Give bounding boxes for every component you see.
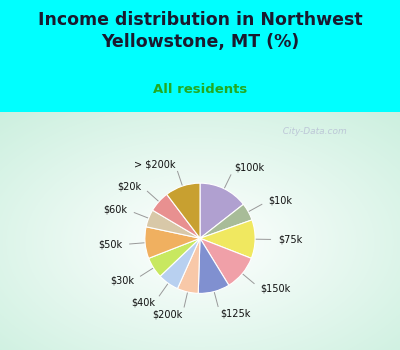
Wedge shape — [160, 238, 200, 289]
Text: City-Data.com: City-Data.com — [277, 127, 347, 135]
Text: > $200k: > $200k — [134, 159, 175, 169]
Text: $40k: $40k — [131, 297, 155, 307]
Wedge shape — [146, 210, 200, 238]
Text: $20k: $20k — [118, 181, 142, 191]
Text: Income distribution in Northwest
Yellowstone, MT (%): Income distribution in Northwest Yellows… — [38, 11, 362, 51]
Wedge shape — [200, 183, 244, 238]
Wedge shape — [200, 220, 255, 258]
Text: All residents: All residents — [153, 83, 247, 96]
Wedge shape — [149, 238, 200, 276]
Wedge shape — [200, 238, 251, 285]
Wedge shape — [198, 238, 229, 293]
Text: $30k: $30k — [110, 275, 134, 285]
Wedge shape — [167, 183, 200, 238]
Text: $150k: $150k — [260, 284, 290, 294]
Text: $100k: $100k — [234, 163, 264, 173]
Text: $125k: $125k — [220, 309, 250, 319]
Wedge shape — [152, 194, 200, 238]
Wedge shape — [178, 238, 200, 293]
Text: $50k: $50k — [98, 240, 122, 250]
Wedge shape — [145, 227, 200, 258]
Text: $200k: $200k — [152, 309, 182, 320]
Text: $75k: $75k — [278, 234, 302, 245]
Wedge shape — [200, 204, 252, 238]
Text: $60k: $60k — [103, 205, 127, 215]
Text: $10k: $10k — [269, 196, 293, 205]
